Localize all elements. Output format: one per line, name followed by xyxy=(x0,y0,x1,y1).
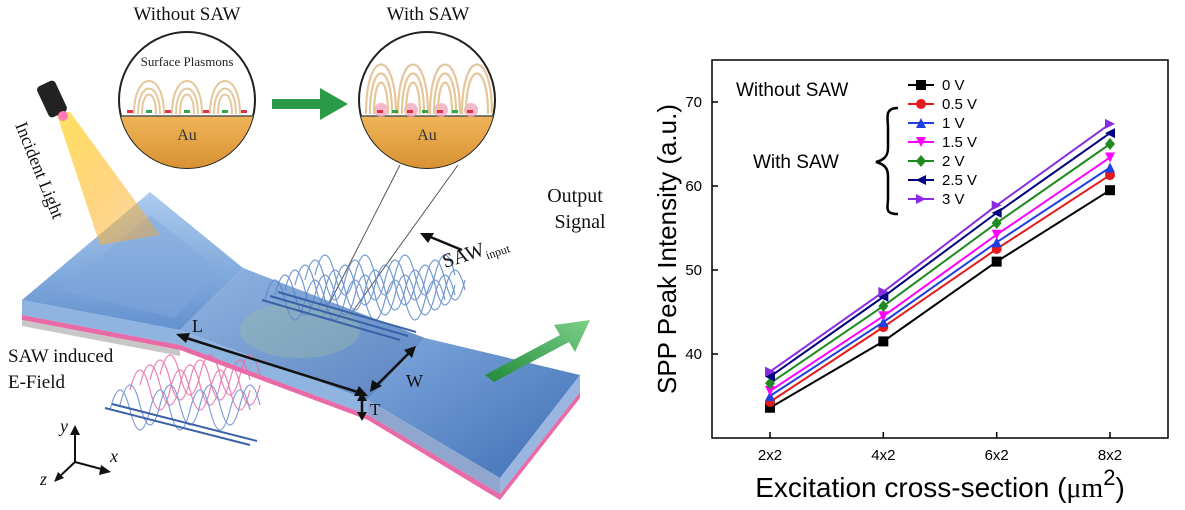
series-line xyxy=(769,123,1111,373)
data-point xyxy=(878,336,889,347)
saw-transducer-lower xyxy=(104,403,258,446)
y-tick-label: 70 xyxy=(685,94,702,111)
data-point xyxy=(991,200,1002,211)
data-point xyxy=(1105,138,1115,150)
series-line xyxy=(769,189,1111,409)
dim-W-label: W xyxy=(406,371,423,391)
data-point xyxy=(1105,118,1115,129)
transition-arrow xyxy=(272,88,348,120)
series-line xyxy=(769,174,1111,403)
x-axis-label: Excitation cross-section (μm2) xyxy=(755,465,1125,504)
data-point xyxy=(765,385,775,396)
spp-intensity-chart: 40 50 60 70 2x2 4x2 6x2 8x2 SPP Peak Intensity … xyxy=(652,59,1169,504)
legend-label: 0.5 V xyxy=(942,96,977,113)
data-point xyxy=(1105,185,1115,196)
inset-left-title: Without SAW xyxy=(134,4,241,25)
zoom-line xyxy=(347,164,459,319)
data-point xyxy=(878,300,889,313)
coordinate-axes xyxy=(54,425,111,482)
saw-field-label-1: SAW induced xyxy=(8,346,114,367)
inset-left-substrate-label: Au xyxy=(177,127,197,144)
device-schematic: Without SAW With SAW xyxy=(8,4,606,500)
output-signal-label-2: Signal xyxy=(554,211,606,233)
legend-label: 0 V xyxy=(942,77,965,94)
series-line xyxy=(769,166,1111,397)
data-point xyxy=(1105,152,1115,163)
saw-input-arrowhead xyxy=(420,233,434,243)
inset-right-title: With SAW xyxy=(387,4,470,25)
y-tick-label: 50 xyxy=(685,262,702,279)
legend-without-saw: Without SAW xyxy=(736,80,848,101)
dimension-T: T xyxy=(357,392,381,421)
legend-marker xyxy=(916,137,926,147)
legend-with-saw: With SAW xyxy=(753,152,839,173)
legend-marker xyxy=(916,80,926,90)
data-point xyxy=(991,229,1002,240)
data-point xyxy=(765,371,775,382)
axis-x-label: x xyxy=(109,446,118,466)
legend-label: 2.5 V xyxy=(942,172,977,189)
dimension-L: L xyxy=(176,316,368,396)
incident-light-beam xyxy=(56,112,160,245)
y-tick-label: 60 xyxy=(685,178,702,195)
dim-L-label: L xyxy=(192,316,203,336)
data-point xyxy=(765,391,775,401)
legend-marker xyxy=(916,155,926,167)
data-point xyxy=(878,317,889,328)
legend-marker xyxy=(916,99,926,109)
legend-label: 3 V xyxy=(942,191,965,208)
data-point xyxy=(1105,170,1115,181)
y-tick-label: 40 xyxy=(685,346,702,363)
zoom-line xyxy=(321,164,401,319)
x-tick-label: 6x2 xyxy=(985,447,1009,464)
legend-marker xyxy=(916,175,926,185)
surface-plasmons-label: Surface Plasmons xyxy=(141,54,234,69)
axis-z-label: z xyxy=(39,469,47,489)
incident-light-label: Incident Light xyxy=(11,119,68,222)
x-tick-label: 2x2 xyxy=(758,447,782,464)
dimension-W: W xyxy=(370,346,423,392)
legend-brace xyxy=(875,106,899,216)
inset-without-saw: Surface Plasmons Au xyxy=(118,31,256,169)
y-axis-label: SPP Peak Intensity (a.u.) xyxy=(652,104,682,394)
data-point xyxy=(878,286,889,297)
x-tick-label: 8x2 xyxy=(1098,447,1122,464)
saw-input-arrow xyxy=(427,234,463,252)
data-point xyxy=(765,402,775,413)
series-line xyxy=(769,132,1111,378)
data-point xyxy=(878,291,889,302)
series-line xyxy=(769,143,1111,385)
data-point xyxy=(991,256,1002,267)
saw-transducer-upper xyxy=(261,291,417,341)
data-point xyxy=(991,207,1002,218)
saw-input-label: SAWinput xyxy=(440,231,513,276)
saw-field-label-2: E-Field xyxy=(8,372,65,393)
data-point xyxy=(878,311,889,322)
x-tick-label: 4x2 xyxy=(871,447,895,464)
output-signal-arrow xyxy=(485,320,590,382)
legend-label: 1.5 V xyxy=(942,134,977,151)
data-point xyxy=(1105,128,1115,139)
data-point xyxy=(1105,162,1115,173)
output-signal-label-1: Output xyxy=(547,185,603,207)
dim-T-label: T xyxy=(370,400,381,419)
data-point xyxy=(765,366,775,377)
data-point xyxy=(991,237,1002,248)
inset-right-substrate-label: Au xyxy=(417,127,437,144)
legend-label: 1 V xyxy=(942,115,965,132)
legend-marker xyxy=(916,194,926,204)
inset-with-saw: Au xyxy=(358,31,496,169)
plot-frame xyxy=(711,59,1169,439)
data-point xyxy=(991,216,1002,229)
legend-marker xyxy=(916,118,926,128)
series-line xyxy=(769,156,1111,392)
laser-icon xyxy=(37,80,68,121)
legend-label: 2 V xyxy=(942,153,965,170)
axis-y-label: y xyxy=(58,416,68,436)
